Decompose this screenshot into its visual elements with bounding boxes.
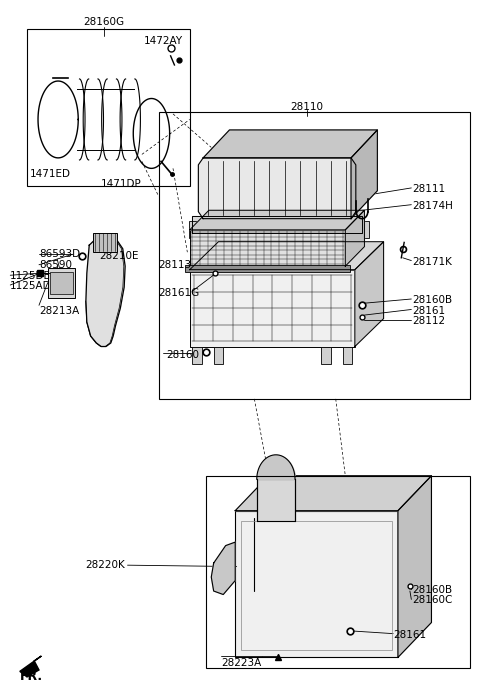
Text: 86590: 86590: [39, 260, 72, 270]
Text: 28213A: 28213A: [39, 306, 79, 316]
Polygon shape: [190, 241, 384, 270]
Polygon shape: [235, 476, 432, 511]
Bar: [158, 113, 470, 399]
Polygon shape: [345, 210, 364, 266]
Bar: [357, 220, 369, 238]
Text: 1472AY: 1472AY: [144, 36, 183, 46]
Text: 28161: 28161: [393, 630, 426, 640]
Text: 28220K: 28220K: [85, 560, 125, 570]
Text: 28113: 28113: [158, 260, 192, 270]
Bar: [257, 480, 295, 522]
Text: 28223A: 28223A: [221, 658, 261, 668]
Text: 1471ED: 1471ED: [29, 169, 71, 179]
Bar: [241, 522, 392, 650]
Text: 28161: 28161: [412, 306, 445, 316]
Polygon shape: [203, 130, 377, 158]
Bar: [322, 346, 331, 364]
Text: 28171K: 28171K: [412, 257, 452, 267]
Polygon shape: [351, 130, 377, 218]
Bar: [27, 29, 190, 186]
Text: 28112: 28112: [412, 316, 445, 326]
Bar: [235, 511, 398, 657]
Text: 28160B: 28160B: [412, 295, 453, 305]
Bar: [189, 220, 201, 238]
Text: 28174H: 28174H: [412, 201, 453, 211]
Bar: [93, 232, 118, 252]
Bar: [206, 476, 470, 668]
Bar: [190, 270, 355, 346]
Polygon shape: [211, 542, 235, 594]
Polygon shape: [20, 656, 41, 677]
Bar: [190, 230, 345, 266]
Text: 28160G: 28160G: [83, 17, 124, 27]
Bar: [185, 265, 350, 272]
Text: 28160: 28160: [166, 350, 199, 360]
Text: 28210E: 28210E: [99, 251, 138, 260]
Text: 1471DP: 1471DP: [101, 178, 142, 189]
Text: FR.: FR.: [20, 671, 43, 683]
Polygon shape: [192, 216, 362, 232]
Text: 28110: 28110: [290, 102, 324, 112]
Text: 28161G: 28161G: [158, 288, 200, 298]
Bar: [48, 268, 75, 298]
Text: 28160B: 28160B: [412, 584, 453, 594]
Text: 1125DB: 1125DB: [10, 271, 52, 281]
Text: 86593D: 86593D: [39, 249, 80, 259]
Bar: [50, 272, 73, 294]
Bar: [192, 346, 202, 364]
Polygon shape: [190, 210, 364, 230]
Bar: [214, 346, 223, 364]
Polygon shape: [198, 158, 356, 218]
Text: 1125AD: 1125AD: [10, 281, 52, 290]
Text: 28160C: 28160C: [412, 595, 453, 605]
Polygon shape: [355, 241, 384, 346]
Bar: [343, 346, 352, 364]
Polygon shape: [86, 234, 125, 346]
Polygon shape: [398, 476, 432, 657]
Text: 28111: 28111: [412, 184, 445, 195]
